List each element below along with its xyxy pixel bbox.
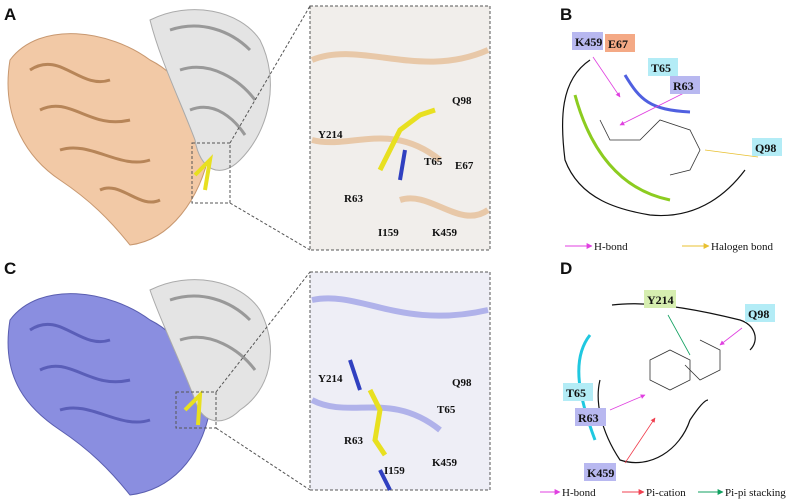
legend-b: H-bond Halogen bond — [565, 241, 774, 253]
residue-label: R63 — [673, 79, 694, 93]
residue-box-t65 — [563, 383, 593, 401]
residue-label: Q98 — [748, 307, 769, 321]
residue-label: Y214 — [318, 373, 343, 385]
residue-label: K459 — [587, 466, 614, 480]
legend-label: Pi-cation — [646, 487, 686, 499]
residue-label: K459 — [432, 457, 458, 469]
residue-box-q98 — [745, 304, 775, 322]
residue-label: K459 — [575, 35, 602, 49]
residue-box-r63 — [670, 76, 700, 94]
inset-a: Y214 Q98 T65 E67 R63 I159 K459 — [309, 5, 491, 251]
residue-label: Q98 — [452, 95, 472, 107]
panel-label-a: A — [4, 5, 16, 24]
residue-label: T65 — [566, 386, 586, 400]
residue-label: R63 — [344, 193, 363, 205]
residue-box-q98 — [752, 138, 782, 156]
residue-box-y214 — [644, 290, 676, 308]
interaction-diagram-d: Y214 Q98 T65 R63 K459 — [563, 290, 775, 481]
residue-label: E67 — [608, 37, 628, 51]
interaction-diagram-b: K459 E67 T65 R63 Q98 — [561, 32, 782, 217]
residue-box-e67 — [605, 34, 635, 52]
residue-label: R63 — [344, 435, 363, 447]
residue-label: R63 — [578, 411, 599, 425]
legend-label: Halogen bond — [711, 241, 774, 253]
residue-box-k459 — [584, 463, 616, 481]
residue-label: E67 — [455, 160, 474, 172]
residue-label: T65 — [437, 404, 456, 416]
panel-label-d: D — [560, 259, 572, 278]
residue-box-r63 — [575, 408, 606, 426]
residue-label: I159 — [384, 465, 405, 477]
protein-structure-c — [7, 271, 311, 496]
residue-label: Q98 — [755, 141, 776, 155]
residue-label: T65 — [651, 61, 671, 75]
inset-c: Y214 Q98 T65 R63 I159 K459 — [309, 271, 491, 491]
residue-label: Y214 — [647, 293, 674, 307]
residue-label: Q98 — [452, 377, 472, 389]
legend-d: H-bond Pi-cation Pi-pi stacking — [540, 487, 786, 499]
residue-box-k459 — [572, 32, 603, 50]
residue-label: I159 — [378, 227, 399, 239]
residue-label: T65 — [424, 156, 443, 168]
panel-label-c: C — [4, 259, 16, 278]
legend-label: H-bond — [562, 487, 596, 499]
legend-label: H-bond — [594, 241, 628, 253]
panel-label-b: B — [560, 5, 572, 24]
protein-structure-a — [7, 5, 311, 251]
residue-label: K459 — [432, 227, 458, 239]
residue-box-t65 — [648, 58, 678, 76]
residue-label: Y214 — [318, 129, 343, 141]
legend-label: Pi-pi stacking — [725, 487, 786, 499]
